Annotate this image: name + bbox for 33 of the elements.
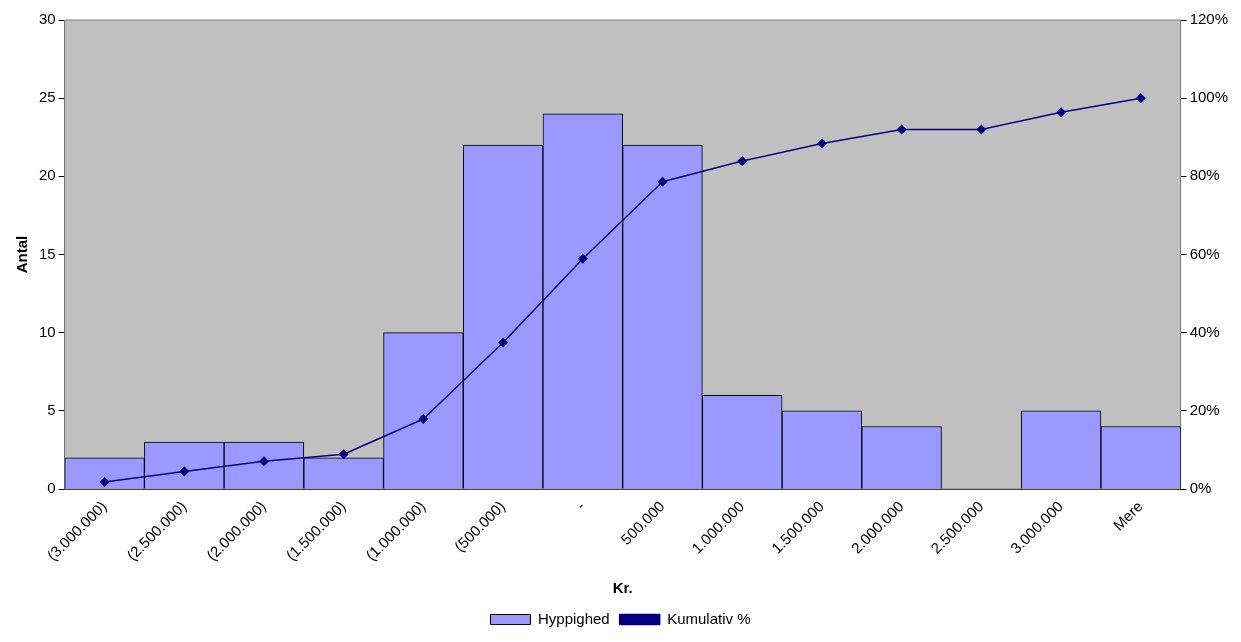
point: [976, 124, 987, 135]
point: [498, 337, 508, 348]
y-tick-label: 15: [39, 244, 56, 262]
y2-tick-label: 120%: [1189, 10, 1229, 28]
y-tick-label: 25: [39, 88, 56, 106]
point: [418, 414, 429, 424]
y-tick-label: 0: [47, 479, 56, 497]
y-tick-label: 30: [39, 10, 56, 28]
y-tick-label: 20: [39, 166, 56, 184]
x-tick-label: -: [572, 497, 588, 513]
point: [578, 254, 588, 264]
y2-tick-label: 20%: [1189, 400, 1220, 418]
point: [817, 138, 827, 149]
y2-tick-label: 40%: [1189, 322, 1220, 340]
y2-tick-label: 100%: [1189, 88, 1229, 106]
point: [896, 124, 907, 135]
point: [179, 466, 189, 477]
y2-tick-label: 60%: [1189, 244, 1220, 262]
point: [99, 477, 110, 487]
legend-label: Kumulativ %: [667, 609, 751, 627]
x-axis-title: Kr.: [612, 579, 633, 597]
y2-tick-label: 0%: [1189, 479, 1212, 497]
y-tick-label: 5: [47, 400, 56, 418]
point: [737, 156, 747, 166]
point: [657, 177, 668, 187]
y2-tick-label: 80%: [1189, 166, 1220, 184]
point: [1056, 107, 1066, 117]
y-tick-label: 10: [39, 322, 56, 340]
point: [259, 456, 269, 467]
legend-label: Hyppighed: [537, 609, 610, 627]
y-axis-title: Antal: [13, 235, 31, 274]
point: [1136, 93, 1146, 103]
point: [338, 449, 349, 459]
